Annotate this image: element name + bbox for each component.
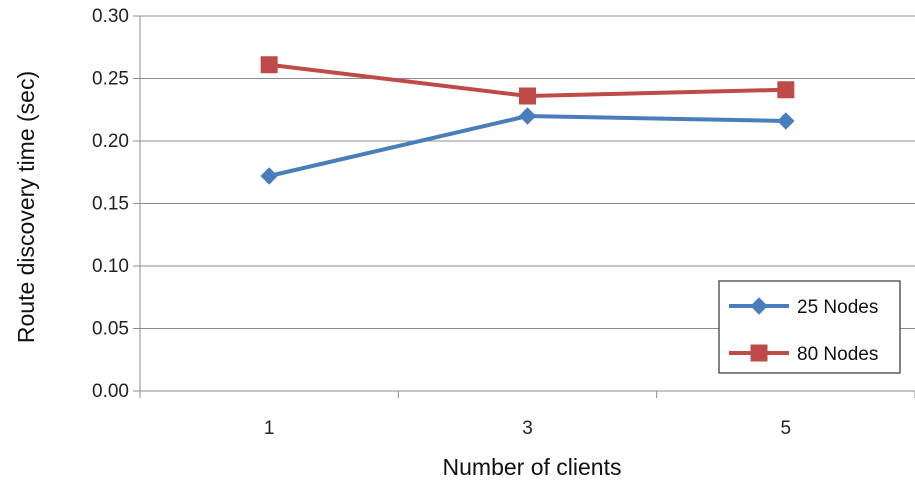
series-line xyxy=(268,114,786,178)
y-tick-label: 0.10 xyxy=(92,256,129,277)
x-tick-label: 3 xyxy=(522,418,533,439)
series-0 xyxy=(260,107,795,185)
y-tick-label: 0.05 xyxy=(92,319,129,340)
legend: 25 Nodes 80 Nodes xyxy=(718,280,901,374)
y-tick-labels: 0.00 0.05 0.10 0.15 0.20 0.25 0.30 xyxy=(92,6,129,402)
x-axis-title: Number of clients xyxy=(443,454,622,480)
y-tick-label: 0.20 xyxy=(92,131,129,152)
legend-marker xyxy=(750,297,768,315)
axes xyxy=(133,15,915,398)
data-point-marker xyxy=(518,107,537,125)
legend-item: 80 Nodes xyxy=(729,344,878,365)
legend-items: 25 Nodes 80 Nodes xyxy=(729,297,878,365)
y-tick-label: 0.00 xyxy=(92,381,129,402)
legend-marker xyxy=(750,344,768,362)
y-tick-label: 0.30 xyxy=(92,6,129,27)
data-point-marker xyxy=(777,81,795,99)
data-point-marker xyxy=(260,56,278,74)
x-tick-labels: 1 3 5 xyxy=(264,418,791,439)
series xyxy=(260,56,795,185)
x-tick-label: 5 xyxy=(781,418,792,439)
data-point-marker xyxy=(519,87,536,105)
legend-item: 25 Nodes xyxy=(729,297,878,318)
legend-label: 80 Nodes xyxy=(797,344,878,365)
y-axis-title: Route discovery time (sec) xyxy=(13,71,39,343)
y-tick-label: 0.15 xyxy=(92,194,129,215)
legend-box xyxy=(718,280,901,374)
x-tick-label: 1 xyxy=(264,418,275,439)
data-point-marker xyxy=(260,167,278,185)
series-1 xyxy=(260,56,795,105)
legend-label: 25 Nodes xyxy=(797,297,878,318)
data-point-marker xyxy=(777,112,795,130)
y-tick-label: 0.25 xyxy=(92,69,129,90)
